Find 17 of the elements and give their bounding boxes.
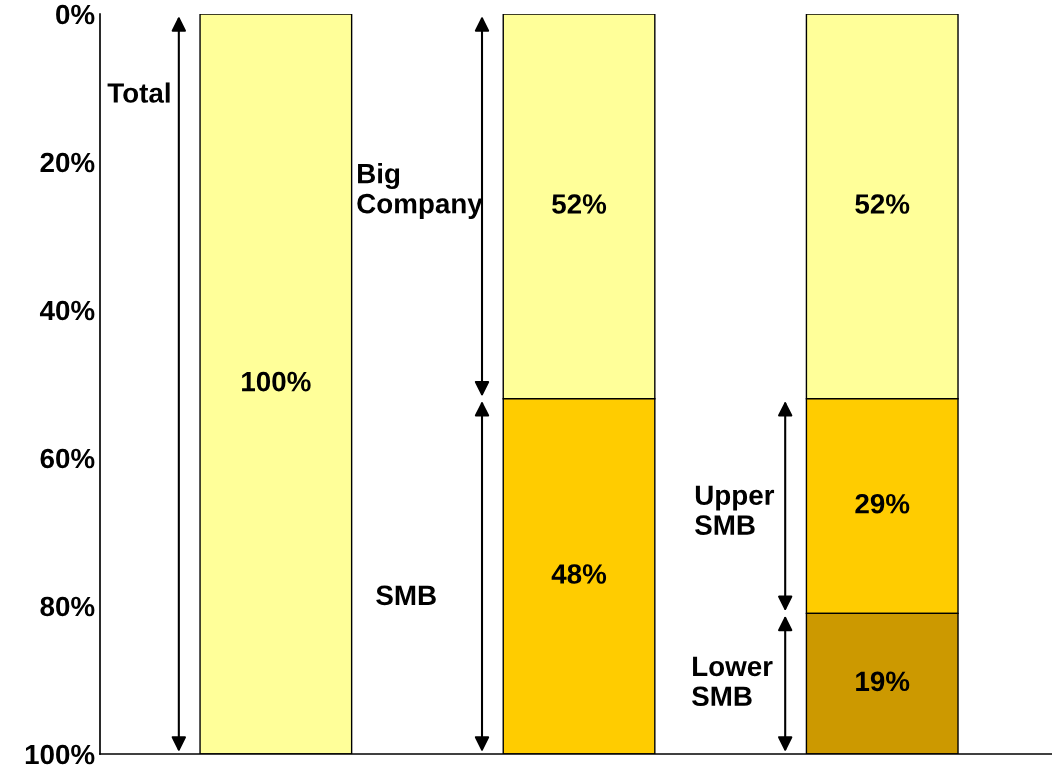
y-tick-label: 40%	[39, 300, 95, 321]
y-tick-label: 100%	[25, 744, 95, 765]
annotation: Total	[107, 82, 170, 103]
data-label: 52%	[855, 194, 910, 214]
annotation: SMB	[376, 585, 436, 606]
data-label: 29%	[855, 493, 910, 514]
y-tick-label: 60%	[40, 448, 95, 469]
y-tick-label: 0%	[56, 4, 95, 25]
annotation: Upper SMB	[695, 485, 775, 535]
y-tick-label: 80%	[40, 596, 95, 617]
data-label: 100%	[242, 371, 311, 392]
data-label: 52%	[552, 194, 607, 214]
data-label: 19%	[856, 671, 910, 692]
data-label: 48%	[551, 564, 607, 584]
annotation: Big Company	[357, 163, 483, 219]
y-tick-label: 20%	[40, 152, 95, 173]
annotation: Lower SMB	[692, 656, 773, 707]
